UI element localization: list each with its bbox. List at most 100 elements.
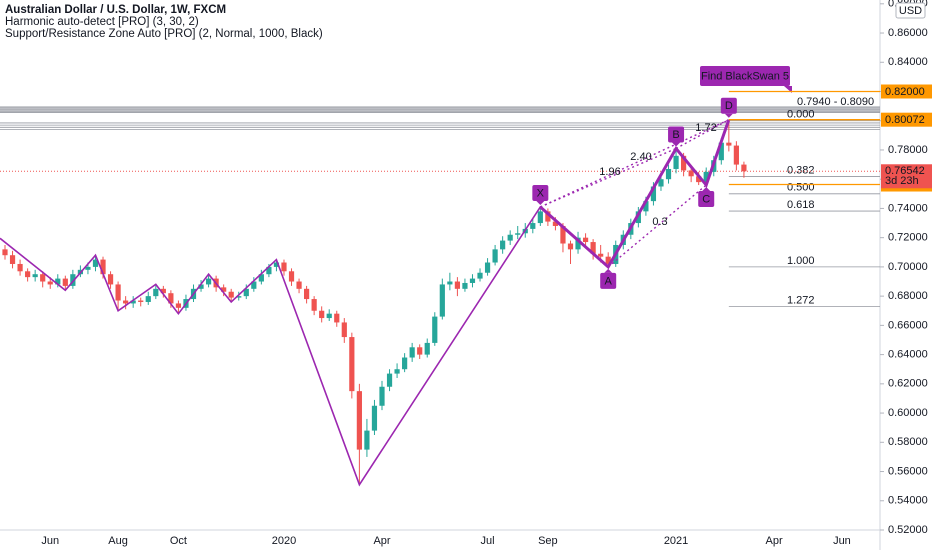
y-tick-label: 0.78000 <box>888 144 928 156</box>
point-box <box>720 97 737 114</box>
candle-body <box>582 237 589 243</box>
candle-body <box>349 337 355 392</box>
candle-body <box>575 237 581 250</box>
ratio-label: 1.96 <box>599 166 620 178</box>
candle-body <box>469 278 476 283</box>
indicator-label: Harmonic auto-detect [PRO] (3, 30, 2) <box>5 16 199 28</box>
candle-body <box>477 272 483 279</box>
point-box <box>600 272 617 289</box>
y-tick-label: 0.60000 <box>888 407 928 419</box>
candle-body <box>371 405 378 431</box>
price-line-label-box <box>881 112 932 127</box>
candle-body <box>236 296 242 298</box>
candle-body <box>55 278 61 285</box>
candle-body <box>658 179 664 187</box>
point-label: X <box>537 187 545 199</box>
ratio-line <box>675 119 730 150</box>
candle-body <box>228 291 234 298</box>
candle-body <box>70 274 76 286</box>
candle-body <box>439 284 445 317</box>
currency-box[interactable] <box>895 2 926 19</box>
x-tick-label: 2020 <box>272 535 296 547</box>
currency-label[interactable]: USD <box>899 5 922 17</box>
candle-body <box>334 313 340 323</box>
candle-body <box>100 259 106 275</box>
candle-body <box>394 369 400 374</box>
point-pointer <box>702 187 711 192</box>
y-tick-label: 0.74000 <box>888 202 928 214</box>
candle-body <box>288 271 295 282</box>
candle-body <box>115 284 121 301</box>
candle-body <box>304 288 310 300</box>
candle-body <box>741 164 747 172</box>
x-tick-label: Apr <box>766 535 783 547</box>
candle-body <box>153 288 159 297</box>
candle-body <box>130 300 136 304</box>
candle-body <box>665 168 672 180</box>
annotation-box <box>700 66 790 86</box>
candle-body <box>673 155 679 169</box>
candle-body <box>160 288 166 294</box>
candle-body <box>168 293 174 304</box>
zone-label: 0.7940 - 0.8090 <box>797 96 874 108</box>
point-label: B <box>672 129 679 141</box>
candle-body <box>364 430 370 450</box>
point-label: D <box>725 100 733 112</box>
candle-body <box>107 274 114 285</box>
candle-body <box>733 145 739 165</box>
candle-body <box>696 176 702 183</box>
candle-body <box>454 281 460 289</box>
y-tick-label: 0.68000 <box>888 290 928 302</box>
fib-label: 0.500 <box>787 182 815 194</box>
candle-body <box>537 211 543 224</box>
candle-body <box>447 281 453 285</box>
fib-label: 1.000 <box>787 255 815 267</box>
candle-body <box>266 266 272 275</box>
x-tick-label: Aug <box>108 535 128 547</box>
point-pointer <box>604 268 613 273</box>
candle-body <box>356 391 362 450</box>
x-tick-label: Oct <box>170 535 187 547</box>
candle-body <box>251 281 257 289</box>
candle-body <box>319 310 325 319</box>
fib-label: 0.382 <box>787 164 815 176</box>
x-tick-label: Sep <box>538 535 558 547</box>
ratio-label: 0.3 <box>652 216 667 228</box>
candle-body <box>643 201 649 212</box>
chart-title: Australian Dollar / U.S. Dollar, 1W, FXC… <box>5 4 226 16</box>
candle-body <box>175 303 182 308</box>
y-tick-label: 0.54000 <box>888 495 928 507</box>
candle-body <box>145 296 151 302</box>
y-tick-label: 0.52000 <box>888 524 928 536</box>
candle-body <box>123 300 129 304</box>
x-tick-label: 2021 <box>664 535 688 547</box>
point-pointer <box>724 113 733 118</box>
candle-body <box>515 233 521 235</box>
candle-body <box>243 288 249 297</box>
candle-body <box>552 221 559 226</box>
candle-body <box>205 278 212 285</box>
candle-body <box>718 142 724 161</box>
candle-body <box>62 278 68 286</box>
candle-body <box>560 225 566 244</box>
candle-body <box>598 253 604 257</box>
candle-body <box>258 274 264 282</box>
ratio-label: 1.72 <box>695 122 716 134</box>
candle-body <box>681 155 687 171</box>
candle-body <box>650 186 657 202</box>
candle-body <box>138 300 144 302</box>
y-tick-label: 0.70000 <box>888 261 928 273</box>
candle-body <box>530 223 536 229</box>
candle-body <box>281 262 287 272</box>
y-tick-label: 0.56000 <box>888 465 928 477</box>
candle-body <box>296 281 302 289</box>
point-label: A <box>605 275 613 287</box>
candle-body <box>417 347 423 355</box>
annotation-text: Find BlackSwan 5 <box>701 70 789 82</box>
current-price-box <box>881 164 932 189</box>
candle-body <box>432 316 438 343</box>
candle-body <box>703 171 709 183</box>
candle-body <box>311 299 317 311</box>
x-tick-label: Apr <box>373 535 390 547</box>
